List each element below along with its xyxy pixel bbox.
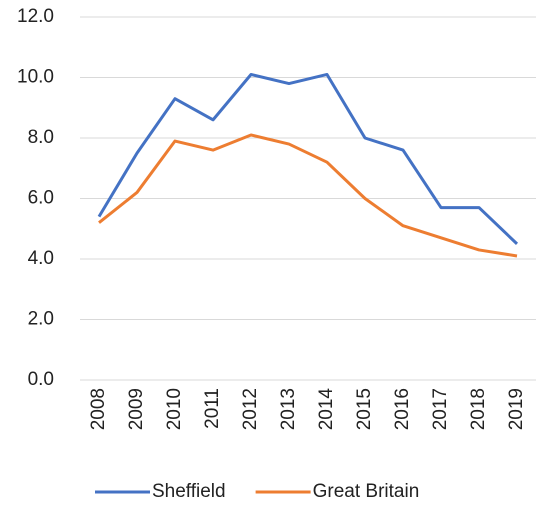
legend-label: Great Britain xyxy=(313,481,420,502)
y-tick-label: 10.0 xyxy=(17,67,54,88)
y-tick-label: 0.0 xyxy=(28,369,54,390)
x-tick-label: 2011 xyxy=(202,388,223,429)
series-line xyxy=(98,133,518,258)
x-tick-label: 2008 xyxy=(88,388,109,430)
y-tick-label: 4.0 xyxy=(28,248,54,269)
y-tick-label: 8.0 xyxy=(28,127,54,148)
legend-label: Sheffield xyxy=(152,481,226,502)
x-tick-label: 2015 xyxy=(354,388,375,430)
x-tick-label: 2018 xyxy=(468,388,489,430)
y-tick-label: 6.0 xyxy=(28,188,54,209)
x-tick-label: 2009 xyxy=(126,388,147,430)
x-tick-label: 2013 xyxy=(278,388,299,430)
x-tick-label: 2016 xyxy=(392,388,413,430)
x-tick-label: 2019 xyxy=(506,388,527,430)
x-tick-label: 2014 xyxy=(316,388,337,431)
x-tick-label: 2017 xyxy=(430,388,451,430)
x-tick-label: 2012 xyxy=(240,388,261,430)
x-tick-label: 2010 xyxy=(164,388,185,430)
y-tick-label: 12.0 xyxy=(17,6,54,27)
y-tick-label: 2.0 xyxy=(28,309,54,330)
series-line xyxy=(97,72,519,245)
